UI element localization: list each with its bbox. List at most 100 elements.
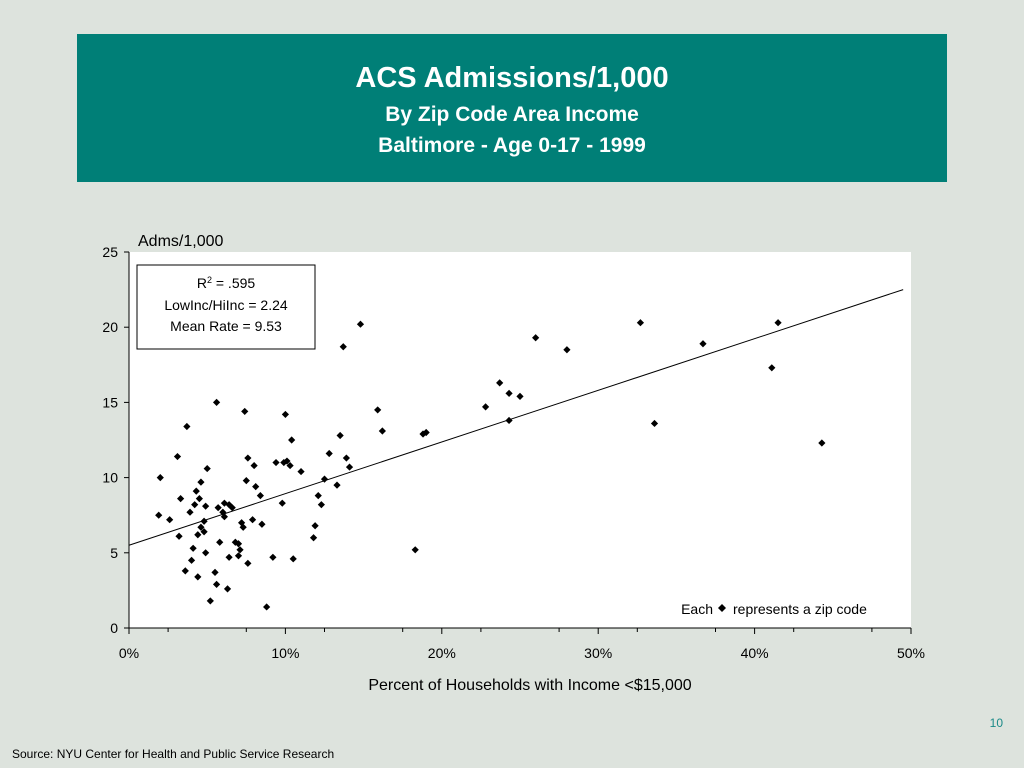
stats-box: R2 = .595 LowInc/HiInc = 2.24 Mean Rate … bbox=[136, 264, 316, 350]
x-tick-label: 50% bbox=[897, 645, 925, 661]
data-point bbox=[211, 568, 219, 576]
data-point bbox=[173, 452, 182, 461]
data-point bbox=[378, 427, 386, 435]
data-point bbox=[194, 573, 202, 581]
data-point bbox=[481, 403, 490, 411]
data-point bbox=[202, 549, 210, 557]
data-point bbox=[278, 499, 286, 507]
data-point bbox=[256, 492, 264, 500]
data-point bbox=[342, 454, 350, 462]
data-point bbox=[244, 454, 252, 462]
data-point bbox=[345, 463, 354, 471]
data-point bbox=[195, 495, 203, 503]
data-point bbox=[202, 502, 210, 510]
svg-text:R2 = .595: R2 = .595 bbox=[197, 275, 256, 291]
data-point bbox=[283, 457, 291, 465]
data-point bbox=[225, 553, 233, 561]
data-point bbox=[238, 519, 246, 527]
data-point bbox=[374, 406, 382, 414]
data-point bbox=[818, 439, 826, 447]
data-point bbox=[231, 538, 239, 546]
page-number: 10 bbox=[989, 716, 1003, 730]
data-point bbox=[339, 343, 347, 351]
data-point bbox=[258, 520, 266, 528]
x-tick-label: 10% bbox=[271, 645, 299, 661]
data-point bbox=[192, 487, 200, 495]
data-point bbox=[216, 538, 224, 546]
data-point bbox=[263, 603, 271, 611]
data-point bbox=[197, 478, 205, 486]
data-point bbox=[516, 392, 524, 400]
title-banner: ACS Admissions/1,000 By Zip Code Area In… bbox=[77, 34, 947, 182]
data-point bbox=[186, 508, 194, 516]
stats-r2-value: = .595 bbox=[212, 275, 255, 291]
data-point bbox=[234, 540, 243, 548]
data-point bbox=[252, 483, 260, 491]
slide-subtitle: By Zip Code Area Income bbox=[385, 103, 639, 126]
y-tick-label: 10 bbox=[102, 470, 118, 486]
x-tick-label: 20% bbox=[428, 645, 456, 661]
diamond-marker-icon bbox=[718, 604, 726, 612]
data-point bbox=[206, 597, 214, 605]
data-point bbox=[314, 492, 322, 500]
x-tick-label: 30% bbox=[584, 645, 612, 661]
data-point bbox=[223, 585, 232, 593]
data-point bbox=[234, 552, 243, 560]
data-point bbox=[333, 481, 341, 489]
data-point bbox=[241, 407, 249, 416]
y-axis-label: Adms/1,000 bbox=[138, 233, 223, 250]
data-point bbox=[288, 436, 296, 444]
y-tick-label: 0 bbox=[110, 620, 118, 636]
data-point bbox=[250, 461, 258, 470]
data-point bbox=[212, 580, 221, 588]
data-point bbox=[212, 398, 221, 406]
stats-r2-label: R bbox=[197, 275, 207, 291]
x-tick-label: 0% bbox=[119, 645, 139, 661]
data-point bbox=[175, 532, 183, 540]
data-point bbox=[768, 364, 776, 372]
data-point bbox=[563, 346, 571, 354]
data-point bbox=[699, 340, 707, 348]
data-point bbox=[189, 544, 197, 552]
data-point bbox=[532, 334, 540, 342]
data-point bbox=[166, 516, 174, 524]
data-point bbox=[155, 511, 163, 519]
stats-r2-superscript: 2 bbox=[207, 275, 212, 285]
data-point bbox=[311, 522, 319, 530]
data-point bbox=[650, 419, 659, 428]
data-point bbox=[242, 477, 250, 485]
data-point bbox=[496, 379, 504, 387]
data-point bbox=[228, 504, 236, 512]
data-point bbox=[156, 474, 164, 482]
note-suffix: represents a zip code bbox=[733, 601, 867, 617]
data-point bbox=[774, 319, 782, 327]
data-point bbox=[177, 495, 185, 503]
legend-note: Each represents a zip code bbox=[681, 601, 867, 617]
data-point bbox=[239, 523, 247, 531]
y-tick-label: 20 bbox=[102, 319, 118, 335]
data-point bbox=[191, 501, 199, 509]
data-point bbox=[636, 319, 645, 327]
data-point bbox=[183, 422, 191, 431]
x-axis-label: Percent of Households with Income <$15,0… bbox=[368, 677, 691, 694]
data-point bbox=[272, 458, 280, 467]
data-point bbox=[236, 546, 244, 554]
data-point bbox=[200, 528, 208, 536]
data-point bbox=[289, 555, 297, 563]
data-point bbox=[505, 416, 513, 425]
y-tick-label: 5 bbox=[110, 545, 118, 561]
slide-subtitle-2: Baltimore - Age 0-17 - 1999 bbox=[378, 134, 646, 157]
data-point bbox=[244, 559, 252, 567]
data-point bbox=[325, 449, 333, 458]
data-point bbox=[281, 410, 289, 419]
data-point bbox=[269, 553, 277, 561]
data-point bbox=[248, 516, 257, 524]
y-tick-label: 15 bbox=[102, 394, 118, 410]
stats-mean: Mean Rate = 9.53 bbox=[170, 318, 282, 334]
data-point bbox=[200, 517, 208, 525]
data-point bbox=[187, 556, 196, 564]
data-point bbox=[286, 461, 294, 470]
data-point bbox=[317, 501, 325, 509]
data-point bbox=[220, 499, 229, 507]
